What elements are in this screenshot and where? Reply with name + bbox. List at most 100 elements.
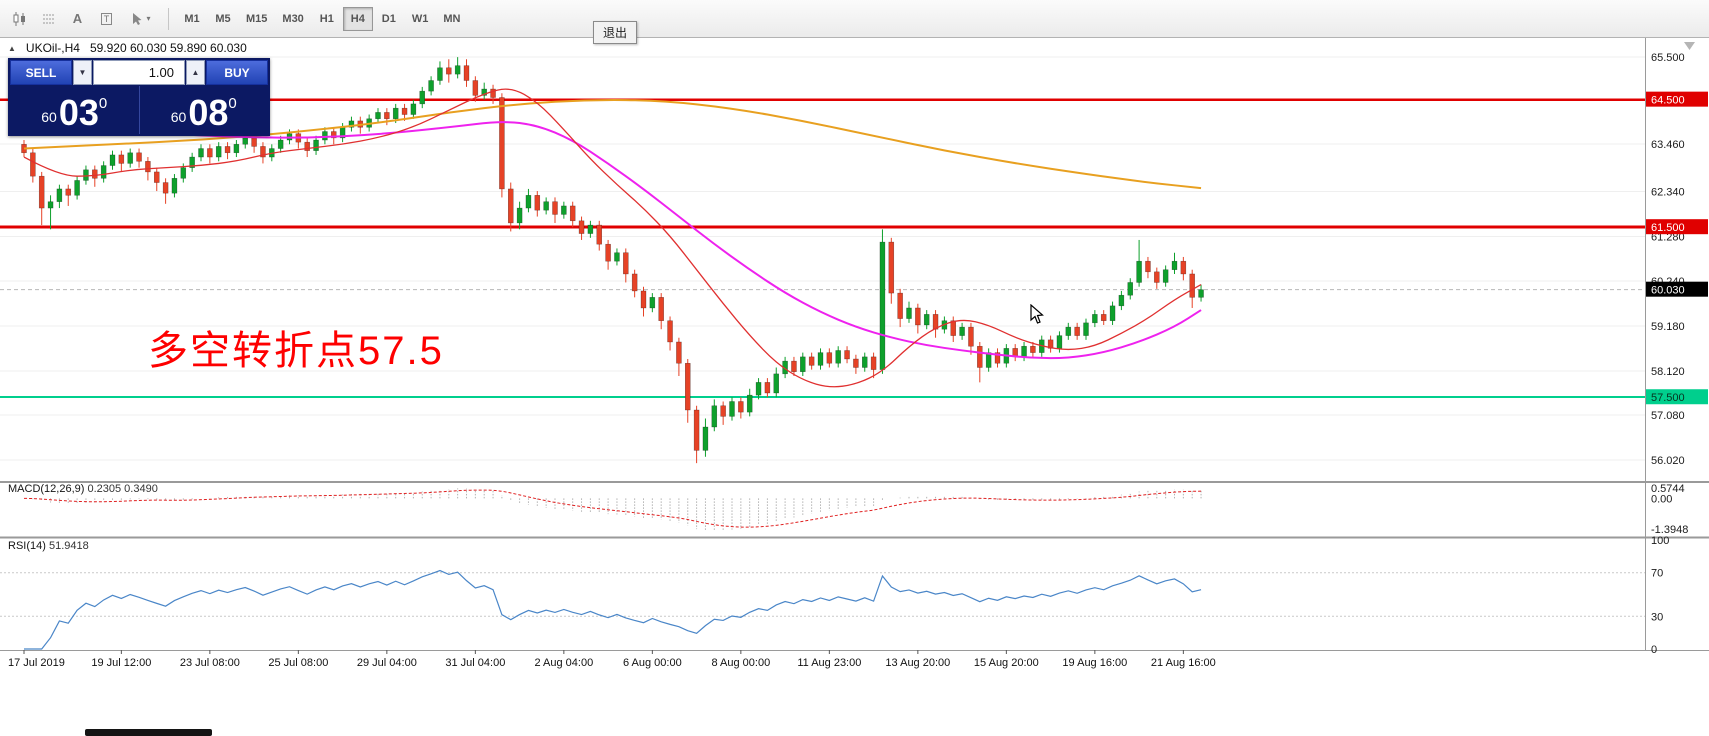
letter-t-glyph: T [100, 12, 113, 25]
ma-medium [23, 121, 1202, 360]
timeframe-button-group: M1 M5 M15 M30 H1 H4 D1 W1 MN [177, 6, 467, 31]
main-toolbar: A T ▾ M1 M5 M15 M30 H1 H4 D1 W1 MN [0, 0, 1709, 38]
macd-label: MACD(12,26,9) 0.2305 0.3490 [8, 483, 158, 495]
svg-text:56.020: 56.020 [1651, 455, 1685, 467]
svg-text:58.120: 58.120 [1651, 366, 1685, 378]
rsi-value: 51.9418 [48, 540, 89, 552]
svg-text:64.500: 64.500 [1651, 95, 1685, 107]
svg-text:60.030: 60.030 [1651, 285, 1685, 297]
svg-text:2 Aug 04:00: 2 Aug 04:00 [534, 657, 593, 669]
grid-glyph [42, 14, 55, 23]
svg-text:23 Jul 08:00: 23 Jul 08:00 [180, 657, 240, 669]
horizontal-level-lines[interactable] [0, 98, 1645, 399]
candles [21, 57, 1204, 464]
rsi-label: RSI(14) 51.9418 [8, 540, 89, 552]
grid-levels-icon[interactable] [35, 6, 62, 32]
chart-area[interactable]: 65.50063.46062.34061.28060.24059.18058.1… [0, 38, 1709, 736]
svg-text:19 Aug 16:00: 19 Aug 16:00 [1062, 657, 1127, 669]
macd-panel [23, 488, 1202, 531]
svg-text:0.00: 0.00 [1651, 493, 1672, 505]
mouse-cursor [1030, 304, 1044, 324]
price-axis: 65.50063.46062.34061.28060.24059.18058.1… [0, 38, 1709, 656]
buy-price-display[interactable]: 60 08 0 [140, 86, 269, 134]
sell-price-display[interactable]: 60 03 0 [10, 86, 140, 134]
sell-price-big: 03 [58, 92, 99, 134]
svg-text:0.5744: 0.5744 [1651, 483, 1685, 495]
svg-text:0: 0 [1651, 644, 1657, 656]
svg-text:19 Jul 12:00: 19 Jul 12:00 [91, 657, 151, 669]
volume-decrease-button[interactable]: ▼ [73, 60, 92, 85]
rsi-name: RSI(14) [8, 540, 46, 552]
expand-triangle-icon[interactable]: ▲ [8, 43, 16, 53]
chart-annotation-text[interactable]: 多空转折点57.5 [148, 329, 444, 373]
timeframe-button-D1[interactable]: D1 [374, 7, 404, 31]
ohlc-values: 59.920 60.030 59.890 60.030 [89, 41, 247, 55]
sell-button[interactable]: SELL [10, 60, 72, 85]
buy-price-small: 60 [170, 109, 187, 125]
text-tool-icon[interactable]: T [93, 6, 120, 32]
svg-text:11 Aug 23:00: 11 Aug 23:00 [797, 657, 861, 669]
chevron-down-icon: ▾ [146, 14, 151, 23]
macd-name: MACD(12,26,9) [8, 483, 85, 495]
timeframe-button-MN[interactable]: MN [436, 7, 467, 31]
candlestick-glyph [13, 11, 25, 26]
svg-text:31 Jul 04:00: 31 Jul 04:00 [445, 657, 505, 669]
toolbar-separator [168, 7, 169, 30]
macd-values: 0.2305 0.3490 [87, 483, 158, 495]
price-chart-svg[interactable]: 65.50063.46062.34061.28060.24059.18058.1… [0, 38, 1709, 736]
svg-text:8 Aug 00:00: 8 Aug 00:00 [711, 657, 770, 669]
symbol-header: ▲ UKOil-,H4 59.920 60.030 59.890 60.030 [8, 41, 247, 55]
buy-button[interactable]: BUY [206, 60, 268, 85]
exit-button[interactable]: 退出 [593, 21, 637, 44]
svg-text:-1.3948: -1.3948 [1651, 524, 1688, 536]
volume-input[interactable] [93, 60, 185, 85]
chart-shift-marker[interactable] [1684, 42, 1695, 50]
timeframe-button-M1[interactable]: M1 [177, 7, 207, 31]
timeframe-button-W1[interactable]: W1 [405, 7, 436, 31]
chart-type-icon[interactable] [6, 6, 33, 32]
svg-text:21 Aug 16:00: 21 Aug 16:00 [1151, 657, 1216, 669]
grid-lines [0, 56, 1645, 461]
svg-text:70: 70 [1651, 568, 1663, 580]
timeframe-button-M30[interactable]: M30 [275, 7, 310, 31]
chevron-down-icon: ▼ [78, 68, 87, 77]
timeframe-button-H4[interactable]: H4 [342, 6, 373, 31]
svg-text:17 Jul 2019: 17 Jul 2019 [8, 657, 65, 669]
letter-a-glyph: A [72, 11, 83, 26]
svg-text:100: 100 [1651, 535, 1669, 547]
timeframe-button-M5[interactable]: M5 [208, 7, 238, 31]
chevron-up-icon: ▲ [191, 68, 200, 77]
text-label-icon[interactable]: A [64, 6, 91, 32]
svg-text:13 Aug 20:00: 13 Aug 20:00 [885, 657, 950, 669]
svg-text:65.500: 65.500 [1651, 52, 1685, 64]
sell-price-small: 60 [41, 109, 57, 125]
quote-prices: 60 03 0 60 08 0 [10, 86, 268, 134]
svg-text:59.180: 59.180 [1651, 321, 1685, 333]
symbol-name: UKOil-,H4 [25, 41, 80, 55]
rsi-panel [0, 569, 1645, 650]
svg-text:62.340: 62.340 [1651, 186, 1685, 198]
volume-increase-button[interactable]: ▲ [186, 60, 205, 85]
cursor-glyph [133, 12, 142, 25]
svg-text:57.080: 57.080 [1651, 410, 1685, 422]
cursor-tool-icon[interactable]: ▾ [122, 6, 160, 32]
buy-price-big: 08 [188, 92, 229, 134]
svg-text:30: 30 [1651, 611, 1663, 623]
timeframe-button-H1[interactable]: H1 [312, 7, 342, 31]
svg-text:15 Aug 20:00: 15 Aug 20:00 [974, 657, 1039, 669]
svg-text:61.500: 61.500 [1651, 222, 1685, 234]
taskbar-fragment[interactable] [85, 729, 212, 736]
time-axis: 17 Jul 2019 19 Jul 12:00 23 Jul 08:00 25 Ju… [8, 650, 1216, 669]
svg-text:57.500: 57.500 [1651, 392, 1685, 404]
timeframe-button-M15[interactable]: M15 [239, 7, 274, 31]
svg-text:25 Jul 08:00: 25 Jul 08:00 [268, 657, 328, 669]
order-row: SELL ▼ ▲ BUY [10, 60, 268, 85]
svg-text:6 Aug 00:00: 6 Aug 00:00 [623, 657, 682, 669]
buy-price-sup: 0 [228, 95, 237, 112]
svg-text:63.460: 63.460 [1651, 139, 1685, 151]
svg-text:29 Jul 04:00: 29 Jul 04:00 [357, 657, 417, 669]
svg-text:61.280: 61.280 [1651, 232, 1685, 244]
sell-price-sup: 0 [98, 95, 108, 112]
